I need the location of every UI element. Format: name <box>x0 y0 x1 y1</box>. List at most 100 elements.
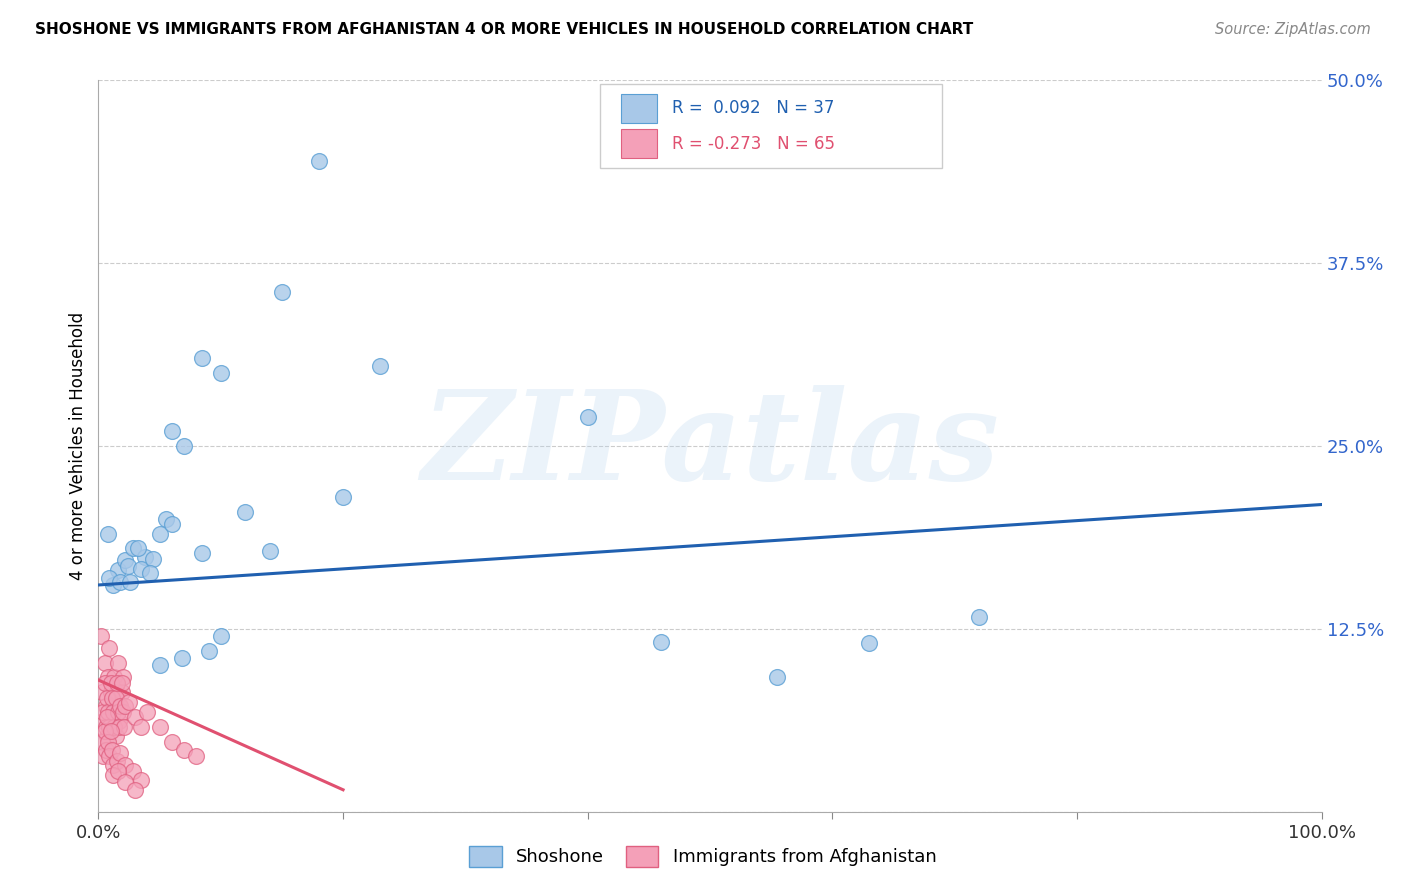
Point <box>105 754 128 768</box>
Point <box>101 714 124 728</box>
Y-axis label: 4 or more Vehicles in Household: 4 or more Vehicles in Household <box>69 312 87 580</box>
Point <box>96 729 118 743</box>
Bar <box>620 129 658 158</box>
Point <box>90 629 112 643</box>
Point <box>191 546 214 560</box>
Point <box>117 558 139 573</box>
Point <box>149 658 172 673</box>
Point <box>766 670 789 684</box>
Point <box>170 651 193 665</box>
Point <box>120 575 142 590</box>
Point <box>97 670 120 684</box>
Bar <box>620 94 658 123</box>
Point <box>160 425 183 439</box>
Point <box>91 749 114 764</box>
Point <box>134 550 156 565</box>
Point <box>110 575 132 590</box>
Point <box>368 359 391 373</box>
Point <box>160 516 183 531</box>
Point <box>858 636 880 650</box>
Point <box>94 720 117 734</box>
Point <box>93 656 115 670</box>
Point <box>121 541 143 556</box>
Point <box>104 729 127 743</box>
Point <box>105 685 128 699</box>
Point <box>155 512 177 526</box>
Point <box>129 562 152 576</box>
Point <box>98 640 121 655</box>
Point <box>101 758 124 772</box>
Point <box>139 566 162 581</box>
Point <box>111 676 134 690</box>
Point <box>110 746 132 760</box>
Point <box>101 705 124 719</box>
Point <box>124 709 146 723</box>
Point <box>129 720 152 734</box>
Point <box>118 695 141 709</box>
Point <box>114 699 136 714</box>
Point <box>96 709 118 723</box>
Point <box>91 734 114 748</box>
Point <box>576 409 599 424</box>
Point <box>191 351 214 366</box>
Point <box>111 670 134 684</box>
Point <box>98 749 121 764</box>
Point <box>149 720 172 734</box>
Point <box>108 714 131 728</box>
Point <box>97 705 120 719</box>
Point <box>94 699 117 714</box>
Point <box>233 505 256 519</box>
Point <box>112 720 135 734</box>
Point <box>107 656 129 670</box>
Point <box>121 764 143 778</box>
Point <box>101 768 124 782</box>
Point <box>270 285 294 300</box>
Point <box>103 670 125 684</box>
Point <box>98 571 121 585</box>
Point <box>209 629 232 643</box>
Point <box>101 578 124 592</box>
Point <box>111 685 134 699</box>
Point <box>91 714 114 728</box>
Point <box>100 724 122 739</box>
Point <box>108 720 131 734</box>
Point <box>107 563 129 577</box>
Point <box>197 644 219 658</box>
Point <box>129 772 152 787</box>
Point <box>650 635 672 649</box>
Point <box>93 724 115 739</box>
Point <box>101 699 124 714</box>
Point <box>124 782 146 797</box>
Point <box>173 439 195 453</box>
Point <box>186 749 208 764</box>
Point <box>101 690 124 705</box>
Point <box>160 734 183 748</box>
Point <box>114 758 136 772</box>
Point <box>142 551 165 566</box>
Point <box>110 699 132 714</box>
Point <box>332 490 354 504</box>
Point <box>100 676 122 690</box>
Point <box>97 734 120 748</box>
Point <box>308 153 330 168</box>
Point <box>127 541 149 556</box>
Point <box>107 705 129 719</box>
Point <box>105 676 128 690</box>
Point <box>96 690 118 705</box>
Point <box>97 526 120 541</box>
Point <box>101 743 124 757</box>
Point <box>93 676 115 690</box>
Point <box>111 705 134 719</box>
Point <box>107 764 129 778</box>
Point <box>104 690 127 705</box>
Point <box>114 553 136 567</box>
Text: R = -0.273   N = 65: R = -0.273 N = 65 <box>672 135 835 153</box>
FancyBboxPatch shape <box>600 84 942 168</box>
Text: SHOSHONE VS IMMIGRANTS FROM AFGHANISTAN 4 OR MORE VEHICLES IN HOUSEHOLD CORRELAT: SHOSHONE VS IMMIGRANTS FROM AFGHANISTAN … <box>35 22 973 37</box>
Point <box>173 743 195 757</box>
Text: R =  0.092   N = 37: R = 0.092 N = 37 <box>672 99 835 118</box>
Point <box>91 685 114 699</box>
Point <box>149 526 172 541</box>
Point <box>114 775 136 789</box>
Text: Source: ZipAtlas.com: Source: ZipAtlas.com <box>1215 22 1371 37</box>
